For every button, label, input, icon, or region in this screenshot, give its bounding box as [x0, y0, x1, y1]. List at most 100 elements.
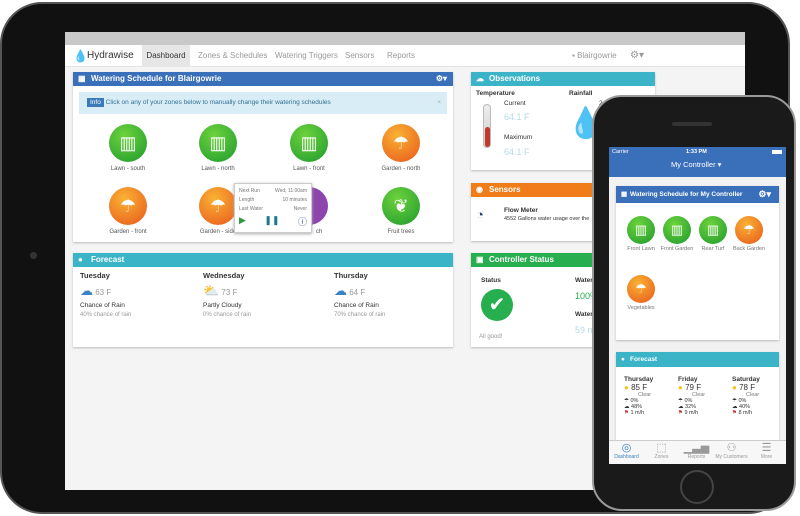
grass-icon: ▥ — [199, 124, 237, 162]
nav-zones-schedules[interactable]: Zones & Schedules — [198, 51, 268, 60]
next-run: Wed, 11:00am — [274, 188, 307, 194]
tab-my-customers[interactable]: ⚇ My Customers — [714, 441, 749, 460]
panel-title: Controller Status — [489, 255, 554, 264]
gear-icon[interactable]: ⚙▾ — [758, 189, 771, 199]
watering-value: 59 m — [575, 325, 596, 335]
zone-label: Garden - front — [109, 229, 147, 235]
watering-label: Wateri — [575, 311, 595, 318]
controller-name: My Controller — [671, 160, 716, 169]
sensor-usage: 4552 Gallons water usage over the — [504, 216, 590, 222]
zone-label: Garden - north — [381, 166, 421, 172]
grass-icon: ▥ — [627, 216, 655, 244]
forecast-panel: ● Forecast Thursday ● 85 F Clear ☂ 0% ☁ 48% ⚑ … — [616, 352, 779, 442]
zone-label: Lawn - north — [201, 166, 235, 172]
humidity: 32% — [685, 404, 697, 410]
controller-dropdown[interactable]: My Controller ▾ — [671, 160, 722, 169]
dashboard-icon: ◎ — [621, 442, 632, 454]
rain: 0% — [630, 398, 639, 404]
zone-label: Lawn - south — [110, 166, 146, 172]
partly-cloudy-icon: ⛅ — [203, 283, 220, 298]
controller-selector[interactable]: ▪ Blairgowrie — [572, 51, 617, 60]
info-icon[interactable]: ⓘ — [297, 217, 307, 227]
iphone-header: Carrier 1:33 PM My Controller ▾ — [609, 147, 786, 177]
pause-icon[interactable]: ❚❚ — [264, 215, 280, 225]
nav-watering-triggers[interactable]: Watering Triggers — [275, 51, 338, 60]
tab-more[interactable]: ☰ More — [749, 441, 784, 460]
brand[interactable]: Hydrawise — [87, 50, 134, 61]
day: Thursday — [334, 271, 368, 280]
gear-icon[interactable]: ⚙▾ — [435, 74, 447, 83]
circle-icon: ● — [78, 255, 83, 264]
forecast-day: Friday ● 79 F Clear ☂ 0% ☁ 32% ⚑ 9 m/h — [678, 376, 728, 416]
tab-reports[interactable]: ▁▃▅ Reports — [679, 441, 714, 460]
zone-label: ch — [315, 229, 323, 235]
watering-can-icon: ☂ — [109, 187, 147, 225]
temperature-label: Temperature — [476, 90, 515, 97]
zone-label: Garden - side — [199, 229, 237, 235]
watering-can-icon: ☂ — [382, 124, 420, 162]
watering-schedule-panel: ▦ Watering Schedule for My Controller ⚙▾ ▥… — [616, 186, 779, 340]
settings-gear-icon[interactable]: ⚙▾ — [630, 50, 644, 61]
iphone-screen: Carrier 1:33 PM My Controller ▾ ▦ Waterin… — [609, 147, 786, 464]
zone-label: Front Garden — [660, 246, 694, 252]
temp: 85 F — [631, 383, 648, 392]
sun-icon: ● — [624, 383, 629, 392]
zone-rear-turf[interactable]: ▥ Rear Turf — [692, 216, 734, 252]
panel-header: ▦ Watering Schedule for Blairgowrie ⚙▾ — [73, 72, 453, 86]
play-icon[interactable]: ▶ — [239, 215, 246, 225]
day: Saturday — [732, 376, 760, 383]
humidity: 40% — [739, 404, 751, 410]
status-text: All good! — [479, 334, 503, 340]
temp: 63 F — [95, 288, 112, 297]
nav-reports[interactable]: Reports — [387, 51, 416, 60]
tab-zones[interactable]: ⬚ Zones — [644, 441, 679, 460]
rain-cloud-icon: ☁ — [334, 283, 347, 298]
watering-can-icon: ☂ — [627, 275, 655, 303]
zone-front-lawn[interactable]: ▥ Front Lawn — [620, 216, 662, 252]
status-label: Status — [481, 277, 501, 284]
calendar-icon: ▦ — [78, 74, 86, 83]
home-button[interactable] — [680, 470, 714, 504]
zone-front-garden[interactable]: ▥ Front Garden — [656, 216, 698, 252]
rain-chance: 0% chance of rain — [203, 312, 252, 318]
zone-vegetables[interactable]: ☂ Vegetables — [620, 275, 662, 311]
temp: 78 F — [739, 383, 756, 392]
info-badge: Info — [87, 98, 104, 107]
zone-fruit-trees[interactable]: ❦ Fruit trees — [361, 187, 441, 235]
nav-dashboard[interactable]: Dashboard — [142, 45, 190, 67]
rain-chance: 70% chance of rain — [334, 312, 386, 318]
zone-back-garden[interactable]: ☂ Back Garden — [728, 216, 770, 252]
zone-lawn-front[interactable]: ▥ Lawn - front — [269, 124, 349, 172]
ipad-camera — [30, 252, 37, 259]
panel-header: ● Forecast — [73, 253, 453, 267]
rainfall-label: Rainfall — [569, 90, 593, 97]
grass-icon: ▥ — [663, 216, 691, 244]
day: Tuesday — [80, 271, 110, 280]
nav-sensors[interactable]: Sensors — [345, 51, 375, 60]
close-icon[interactable]: × — [437, 99, 441, 106]
grass-icon: ▥ — [290, 124, 328, 162]
tab-label: Reports — [687, 454, 706, 460]
wind: 8 m/h — [738, 410, 753, 416]
condition: Clear — [692, 392, 706, 398]
zone-lawn-north[interactable]: ▥ Lawn - north — [178, 124, 258, 172]
zone-garden-side[interactable]: ☂ Garden - side — [178, 187, 258, 235]
sensor-icon: ◉ — [476, 185, 483, 194]
tab-dashboard[interactable]: ◎ Dashboard — [609, 441, 644, 460]
current-label: Current — [504, 100, 526, 107]
clock: 1:33 PM — [686, 149, 707, 155]
zone-label: Front Lawn — [627, 246, 655, 252]
temp: 64 F — [349, 288, 366, 297]
condition: Clear — [638, 392, 652, 398]
info-alert: Info Click on any of your zones below to… — [79, 92, 447, 114]
forecast-day: Saturday ● 78 F Clear ☂ 0% ☁ 40% ⚑ 8 m/h — [732, 376, 778, 416]
water-label: Water S — [575, 277, 599, 284]
zone-garden-north[interactable]: ☂ Garden - north — [361, 124, 441, 172]
menu-icon: ☰ — [761, 442, 772, 454]
zone-lawn-south[interactable]: ▥ Lawn - south — [88, 124, 168, 172]
forecast-day: Wednesday ⛅ 73 F Partly Cloudy 0% chance of… — [203, 271, 313, 318]
check-icon: ✔ — [481, 289, 513, 321]
zone-garden-front[interactable]: ☂ Garden - front — [88, 187, 168, 235]
current-temp: 64.1 F — [504, 112, 530, 122]
zone-popover: Next Run Wed, 11:00am Length 10 minutes La… — [234, 183, 312, 233]
